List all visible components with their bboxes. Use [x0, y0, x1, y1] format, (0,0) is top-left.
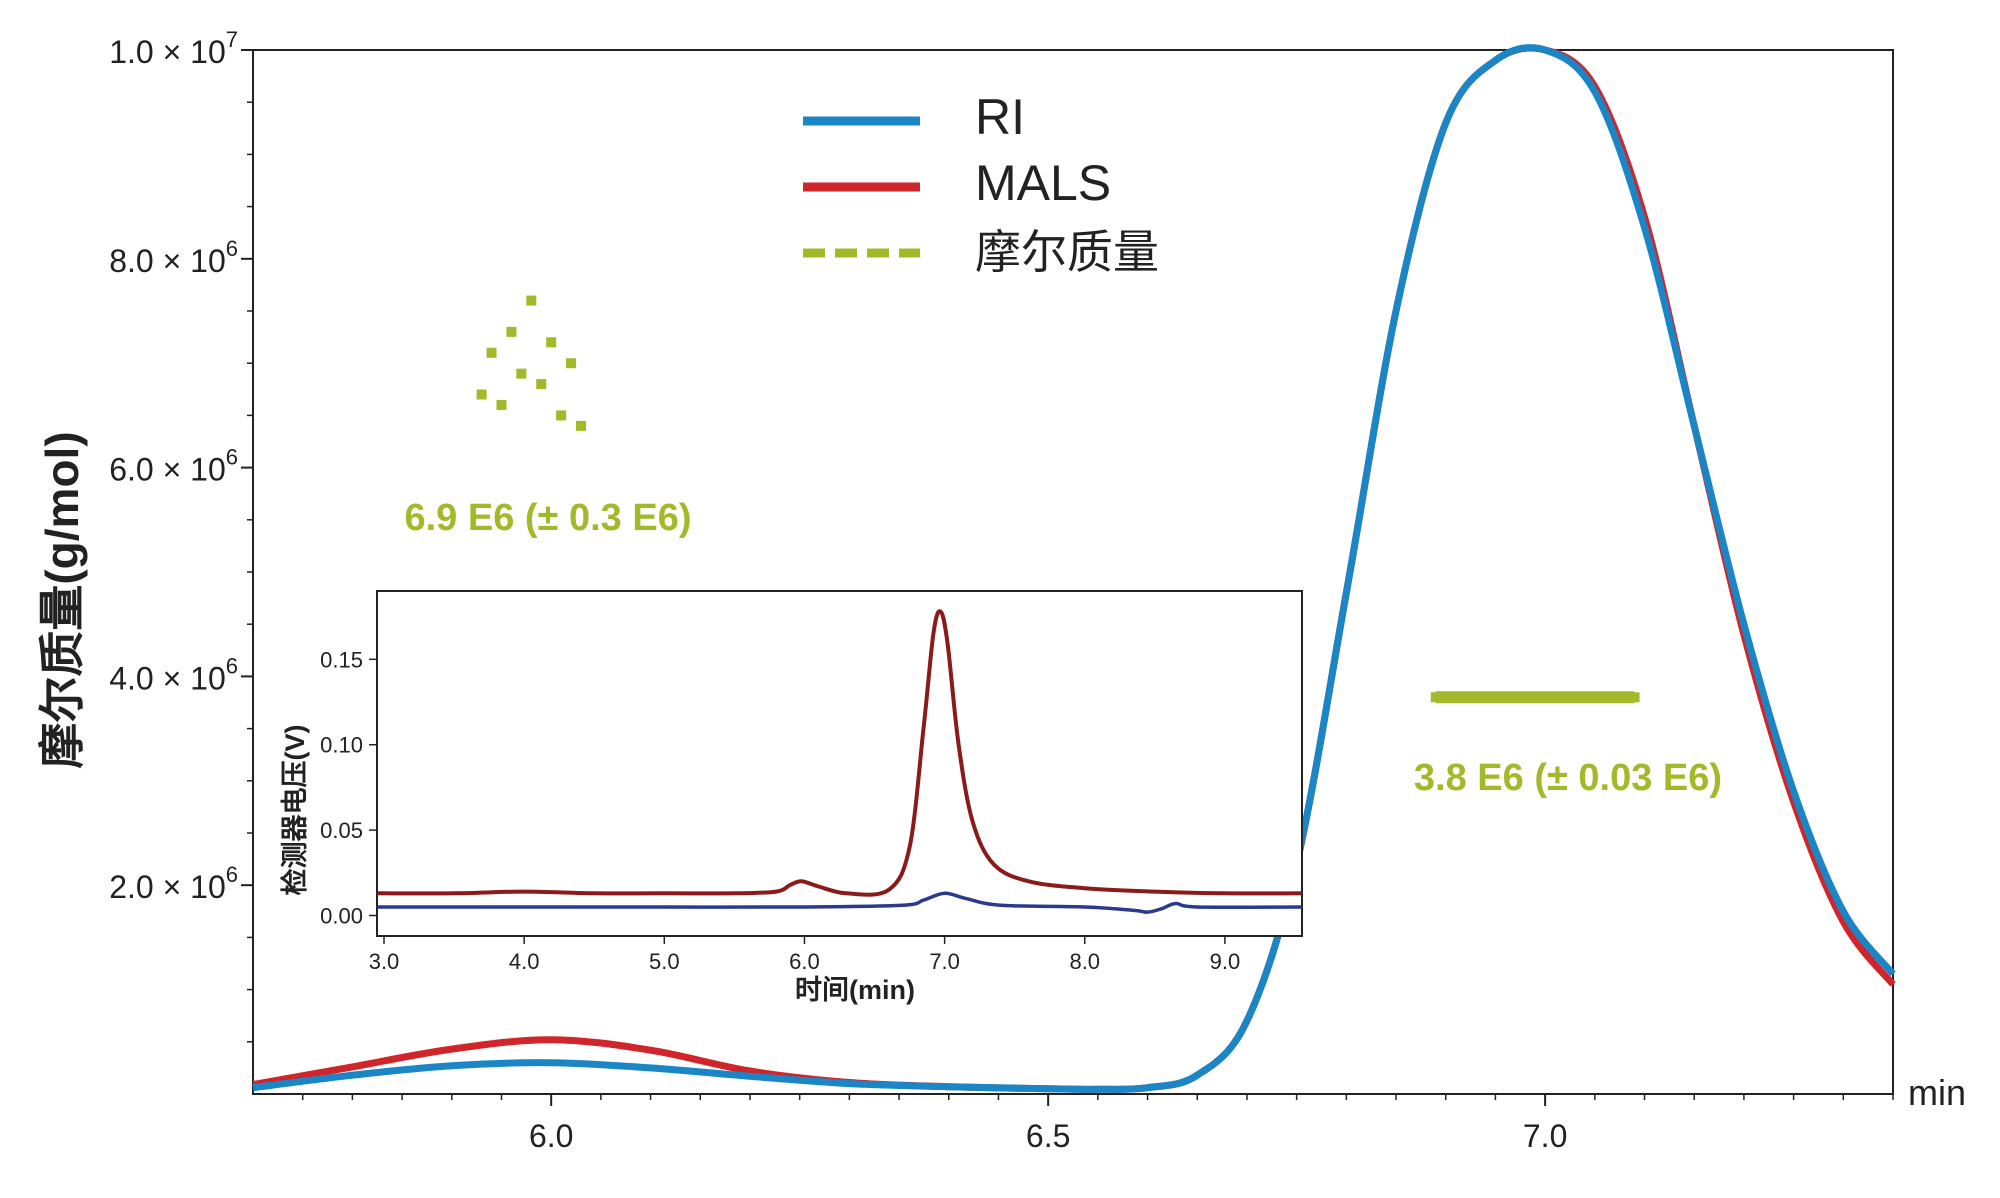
x-tick-label: 6.5	[1026, 1118, 1070, 1154]
inset-series-group	[376, 609, 1303, 914]
series-line-ri	[252, 44, 1896, 1093]
molar-mass-point	[556, 410, 567, 421]
inset-x-tick-label: 3.0	[369, 949, 400, 974]
inset-series-line-1	[376, 891, 1303, 914]
inset-y-tick-label: 0.05	[320, 818, 363, 843]
inset-x-axis-label: 时间(min)	[795, 975, 915, 1005]
annotation-left: 6.9 E6 (± 0.3 E6)	[404, 497, 691, 539]
inset-plot-frame	[376, 590, 1303, 937]
main-x-axis-ticks: 6.0 6.5 7.0	[529, 1094, 1567, 1154]
legend-label-ri: RI	[975, 89, 1025, 145]
inset-x-tick-label: 9.0	[1210, 949, 1241, 974]
molar-mass-points-group	[476, 295, 1640, 704]
molar-mass-point	[506, 326, 517, 337]
y-tick-label: 1.0 × 107	[109, 27, 238, 70]
y-tick-label: 2.0 × 106	[109, 862, 238, 905]
y-tick-label: 8.0 × 106	[109, 236, 238, 279]
molar-mass-point	[496, 399, 507, 410]
inset-x-tick-label: 6.0	[789, 949, 820, 974]
main-y-axis-ticks: 2.0 × 106 4.0 × 106 6.0 × 106 8.0 × 106 1.0 …	[109, 27, 253, 905]
main-series-group	[252, 44, 1896, 1093]
y-tick-label: 4.0 × 106	[109, 653, 238, 696]
molar-mass-point	[476, 389, 487, 400]
molar-mass-point	[566, 358, 577, 369]
inset-y-axis-ticks: 0.00 0.05 0.10 0.15	[320, 647, 377, 929]
molar-mass-point	[516, 368, 527, 379]
inset-series-line-0	[376, 609, 1303, 897]
legend-label-molar-mass: 摩尔质量	[975, 226, 1159, 278]
inset-y-tick-label: 0.15	[320, 647, 363, 672]
inset-x-tick-label: 4.0	[509, 949, 540, 974]
inset-x-tick-label: 5.0	[649, 949, 680, 974]
molar-mass-point	[536, 379, 547, 390]
legend-label-mals: MALS	[975, 155, 1111, 211]
molar-mass-point	[546, 337, 557, 348]
inset-y-tick-label: 0.10	[320, 733, 363, 758]
legend: RI MALS 摩尔质量	[803, 89, 1159, 278]
x-tick-label: 7.0	[1523, 1118, 1567, 1154]
inset-y-tick-label: 0.00	[320, 904, 363, 929]
molar-mass-point	[576, 420, 586, 431]
main-x-unit-label: min	[1908, 1072, 1966, 1113]
main-y-axis-label: 摩尔质量(g/mol)	[36, 431, 88, 768]
inset-x-axis-ticks: 3.0 4.0 5.0 6.0 7.0 8.0 9.0	[369, 936, 1241, 974]
y-tick-label: 6.0 × 106	[109, 445, 238, 488]
molar-mass-point	[486, 347, 497, 358]
inset-y-axis-label: 检测器电压(V)	[279, 725, 310, 896]
x-tick-label: 6.0	[529, 1118, 573, 1154]
inset-x-tick-label: 8.0	[1069, 949, 1100, 974]
annotation-right: 3.8 E6 (± 0.03 E6)	[1414, 757, 1722, 799]
inset-x-tick-label: 7.0	[929, 949, 960, 974]
molar-mass-point	[526, 295, 537, 306]
